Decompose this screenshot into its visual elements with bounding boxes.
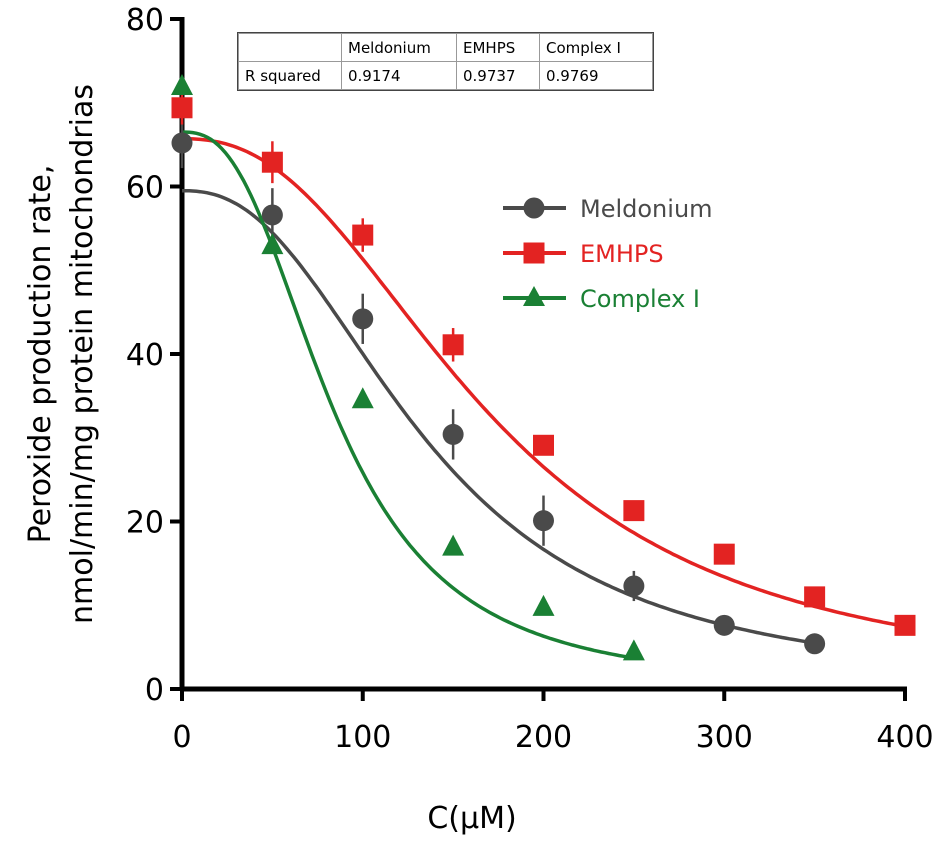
- point-meldonium: [713, 614, 735, 636]
- x-tick-label: 300: [696, 720, 753, 755]
- table-value-emhps: 0.9737: [456, 61, 540, 90]
- point-complex-i: [171, 74, 193, 95]
- point-meldonium: [533, 510, 554, 532]
- table-value-complex-i: 0.9769: [539, 61, 653, 90]
- point-meldonium: [804, 633, 826, 655]
- y-tick-label: 0: [145, 673, 164, 708]
- table-row-label: R squared: [238, 61, 342, 90]
- point-emhps: [442, 334, 464, 356]
- fit-curve-complex-i: [182, 130, 635, 660]
- r-squared-table: Meldonium EMHPS Complex I R squared 0.91…: [237, 32, 654, 91]
- table-header-complex-i: Complex I: [539, 33, 653, 62]
- y-tick-label: 20: [126, 506, 164, 541]
- y-axis-title-line2: nmol/min/mg protein mitochondrias: [65, 84, 100, 624]
- x-axis-title: C(μM): [427, 801, 516, 836]
- legend: Meldonium EMHPS Complex I: [503, 195, 713, 313]
- legend-label-meldonium: Meldonium: [580, 195, 713, 223]
- point-complex-i: [261, 233, 284, 255]
- point-meldonium: [352, 308, 374, 330]
- point-complex-i: [622, 639, 645, 661]
- y-tick-label: 60: [126, 171, 164, 206]
- axes: 0 20 40 60 80 0 100 200 300 400: [126, 3, 934, 755]
- y-tick-label: 80: [126, 3, 164, 38]
- table-header-meldonium: Meldonium: [341, 33, 457, 62]
- point-emhps: [894, 614, 916, 636]
- point-meldonium: [171, 132, 193, 154]
- table-value-meldonium: 0.9174: [341, 61, 457, 90]
- fit-curve-meldonium: [182, 188, 815, 645]
- point-emhps: [261, 151, 283, 173]
- point-emhps: [713, 543, 735, 565]
- fit-curve-emhps: [182, 137, 906, 629]
- x-tick-label: 200: [515, 720, 572, 755]
- y-axis-title-line1: Peroxide production rate,: [23, 165, 58, 544]
- data-points: [171, 74, 916, 661]
- point-complex-i: [351, 387, 374, 409]
- point-meldonium: [442, 423, 464, 445]
- legend-label-emhps: EMHPS: [580, 240, 664, 268]
- point-complex-i: [532, 594, 555, 616]
- fit-curves: [182, 130, 906, 660]
- x-tick-label: 100: [334, 720, 391, 755]
- r-squared-value-row: R squared 0.9174 0.9737 0.9769: [238, 61, 653, 90]
- legend-marker-emhps: [523, 242, 545, 264]
- point-emhps: [533, 434, 554, 456]
- point-emhps: [623, 500, 645, 522]
- point-emhps: [804, 586, 826, 608]
- table-header-emhps: EMHPS: [456, 33, 540, 62]
- legend-label-complex-i: Complex I: [580, 285, 700, 313]
- x-tick-label: 0: [172, 720, 191, 755]
- point-emhps: [171, 97, 193, 119]
- legend-marker-complex-i: [523, 286, 545, 306]
- legend-marker-meldonium: [523, 197, 545, 219]
- point-emhps: [352, 224, 374, 246]
- point-complex-i: [442, 534, 465, 556]
- x-tick-label: 400: [876, 720, 933, 755]
- point-meldonium: [261, 204, 283, 226]
- r-squared-header-row: Meldonium EMHPS Complex I: [238, 33, 653, 62]
- table-corner-cell: [238, 33, 342, 62]
- point-meldonium: [623, 575, 645, 597]
- y-tick-label: 40: [126, 338, 164, 373]
